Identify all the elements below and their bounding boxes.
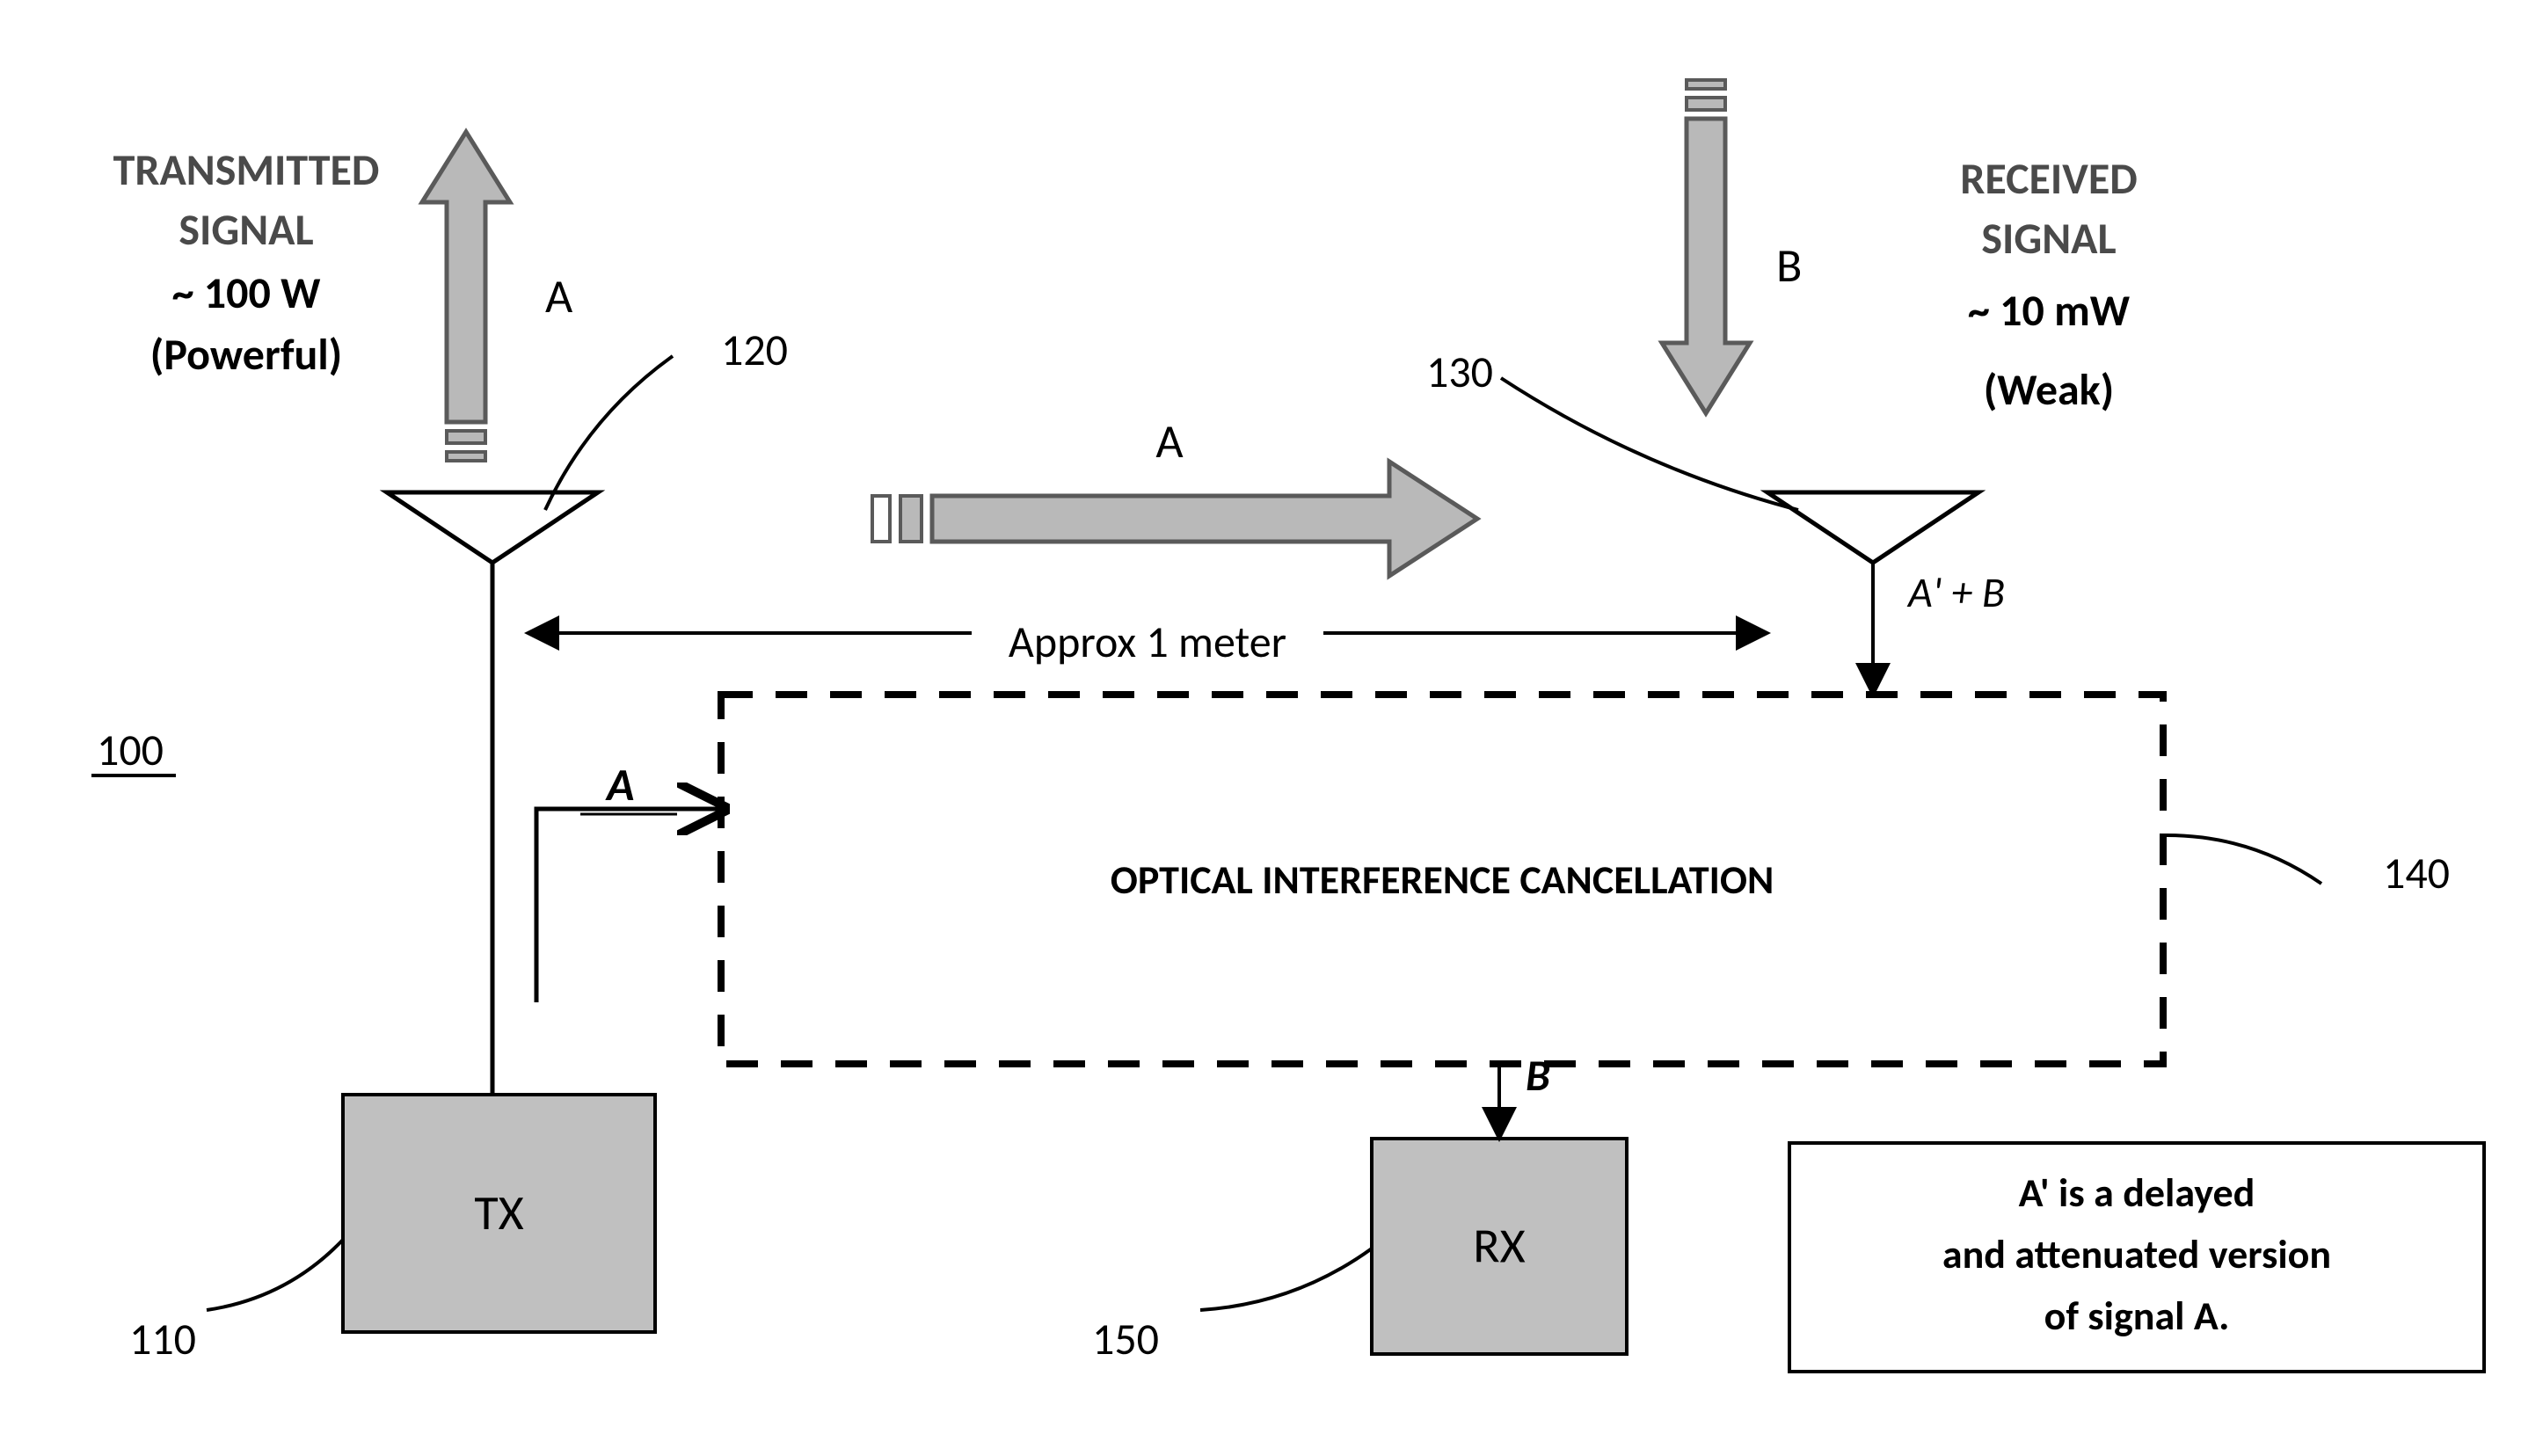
label-a-up: A — [545, 267, 573, 325]
label-b-out: B — [1526, 1049, 1550, 1103]
label-a-tap: A — [605, 756, 635, 812]
received-line4: (Weak) — [1984, 363, 2115, 417]
transmitted-line1: TRANSMITTED — [113, 143, 380, 197]
arrow-tail-dash-icon — [900, 496, 922, 542]
leader-140 — [2163, 835, 2321, 884]
arrow-receive-down — [1662, 119, 1750, 413]
arrow-transmit-up — [422, 132, 510, 422]
ref-120: 120 — [721, 324, 788, 377]
distance-label: Approx 1 meter — [1009, 615, 1286, 669]
arrow-tail-dash-icon — [447, 452, 485, 461]
received-line2: SIGNAL — [1981, 212, 2116, 266]
diagram-svg: TRANSMITTED SIGNAL ~ 100 W (Powerful) RECEIV… — [0, 0, 2543, 1456]
rx-label: RX — [1473, 1217, 1525, 1277]
received-line3: ~ 10 mW — [1968, 284, 2131, 338]
label-b-down: B — [1776, 237, 1802, 295]
arrow-interference-right — [932, 462, 1477, 576]
leader-120 — [545, 356, 673, 510]
ref-140: 140 — [2383, 847, 2450, 900]
note-line1: A' is a delayed — [2019, 1168, 2255, 1218]
ref-110: 110 — [129, 1313, 196, 1366]
note-line3: of signal A. — [2044, 1292, 2230, 1341]
arrow-tail-dash-icon — [1687, 98, 1725, 110]
transmitted-line4: (Powerful) — [150, 328, 342, 382]
arrow-tail-dash-icon — [447, 431, 485, 443]
leader-150 — [1200, 1249, 1372, 1310]
tx-antenna-icon — [387, 492, 598, 563]
rx-antenna-icon — [1767, 492, 1978, 563]
note-line2: and attenuated version — [1942, 1230, 2331, 1279]
oic-label: OPTICAL INTERFERENCE CANCELLATION — [1111, 855, 1774, 905]
received-line1: RECEIVED — [1960, 152, 2137, 206]
tx-label: TX — [474, 1183, 523, 1243]
label-a-horizontal: A — [1155, 412, 1184, 470]
label-aprime-plus-b: A' + B — [1906, 566, 2005, 618]
tap-line-a — [536, 809, 721, 1002]
transmitted-line3: ~ 100 W — [172, 266, 322, 320]
ref-130: 130 — [1426, 346, 1493, 399]
leader-130 — [1501, 378, 1798, 510]
ref-150: 150 — [1092, 1313, 1159, 1366]
arrow-tail-dash-icon — [1687, 80, 1725, 89]
arrow-tail-dash-icon — [872, 496, 890, 542]
transmitted-line2: SIGNAL — [179, 203, 313, 257]
leader-110 — [207, 1240, 343, 1310]
ref-100: 100 — [97, 724, 164, 777]
